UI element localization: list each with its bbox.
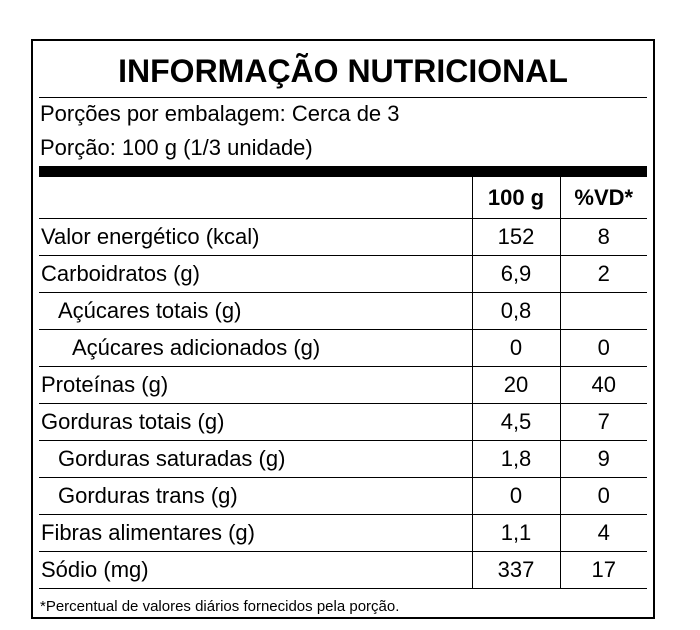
nutrient-daily-value: 4: [559, 514, 647, 552]
nutrient-amount: 0: [471, 477, 560, 515]
table-row: Gorduras totais (g) 4,5 7: [39, 403, 647, 441]
nutrient-daily-value: 17: [559, 551, 647, 589]
table-row: Valor energético (kcal) 152 8: [39, 218, 647, 256]
nutrient-amount: 4,5: [471, 403, 560, 441]
nutrient-amount: 337: [471, 551, 560, 589]
nutrient-name: Açúcares totais (g): [39, 292, 472, 330]
table-row: Gorduras saturadas (g) 1,8 9: [39, 440, 647, 478]
nutrient-name: Açúcares adicionados (g): [39, 329, 472, 367]
table-row: Carboidratos (g) 6,9 2: [39, 255, 647, 293]
nutrient-name: Valor energético (kcal): [39, 218, 472, 256]
nutrient-amount: 152: [471, 218, 560, 256]
label-title: INFORMAÇÃO NUTRICIONAL: [118, 53, 568, 89]
nutrient-name: Carboidratos (g): [39, 255, 472, 293]
thick-divider: [39, 166, 647, 177]
nutrient-amount: 1,8: [471, 440, 560, 478]
nutrient-name: Gorduras trans (g): [39, 477, 472, 515]
nutrient-amount: 0,8: [471, 292, 560, 330]
nutrient-daily-value: 9: [559, 440, 647, 478]
nutrient-name: Gorduras totais (g): [39, 403, 472, 441]
nutrient-name: Proteínas (g): [39, 366, 472, 404]
table-row: Fibras alimentares (g) 1,1 4: [39, 514, 647, 552]
table-row: Gorduras trans (g) 0 0: [39, 477, 647, 515]
nutrient-daily-value: 8: [559, 218, 647, 256]
table-row: Açúcares adicionados (g) 0 0: [39, 329, 647, 367]
nutrient-name: Sódio (mg): [39, 551, 472, 589]
header-amount: 100 g: [471, 177, 560, 219]
table-row: Sódio (mg) 337 17: [39, 551, 647, 589]
nutrient-name: Gorduras saturadas (g): [39, 440, 472, 478]
nutrient-amount: 0: [471, 329, 560, 367]
table-header-row: 100 g %VD*: [39, 177, 647, 219]
nutrient-daily-value: 7: [559, 403, 647, 441]
header-nutrient: [39, 177, 472, 219]
nutrient-amount: 20: [471, 366, 560, 404]
table-row: Açúcares totais (g) 0,8: [39, 292, 647, 330]
nutrient-daily-value: 0: [559, 477, 647, 515]
nutrient-amount: 6,9: [471, 255, 560, 293]
table-row: Proteínas (g) 20 40: [39, 366, 647, 404]
serving-size: Porção: 100 g (1/3 unidade): [40, 135, 313, 160]
nutrient-amount: 1,1: [471, 514, 560, 552]
nutrient-daily-value: 40: [559, 366, 647, 404]
nutrient-name: Fibras alimentares (g): [39, 514, 472, 552]
nutrient-daily-value: 0: [559, 329, 647, 367]
nutrition-table: 100 g %VD* Valor energético (kcal) 152 8 Ca…: [39, 177, 647, 589]
header-daily-value: %VD*: [559, 177, 647, 219]
footnote: *Percentual de valores diários fornecido…: [40, 598, 400, 615]
nutrient-daily-value: [559, 292, 647, 330]
title-divider: [39, 97, 647, 98]
servings-per-package: Porções por embalagem: Cerca de 3: [40, 101, 400, 126]
nutrition-facts-label: INFORMAÇÃO NUTRICIONAL Porções por embal…: [31, 39, 655, 619]
nutrient-daily-value: 2: [559, 255, 647, 293]
